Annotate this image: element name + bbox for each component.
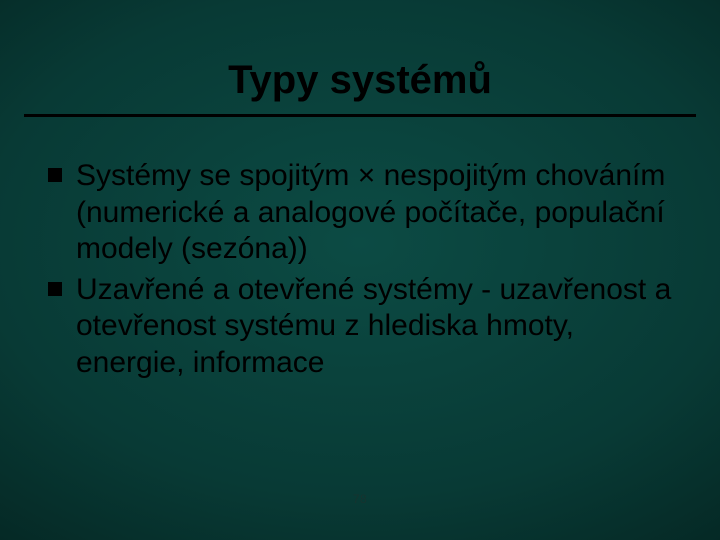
slide-title: Typy systémů: [0, 58, 720, 103]
list-item: Uzavřené a otevřené systémy - uzavřenost…: [48, 272, 676, 382]
title-underline: [24, 114, 696, 117]
square-bullet-icon: [48, 168, 62, 182]
slide-number: 78: [0, 492, 720, 506]
square-bullet-icon: [48, 282, 62, 296]
list-item-text: Uzavřené a otevřené systémy - uzavřenost…: [76, 272, 676, 382]
list-item: Systémy se spojitým × nespojitým chování…: [48, 158, 676, 268]
bullet-list: Systémy se spojitým × nespojitým chování…: [48, 158, 676, 386]
slide: Typy systémů Systémy se spojitým × nespo…: [0, 0, 720, 540]
list-item-text: Systémy se spojitým × nespojitým chování…: [76, 158, 676, 268]
